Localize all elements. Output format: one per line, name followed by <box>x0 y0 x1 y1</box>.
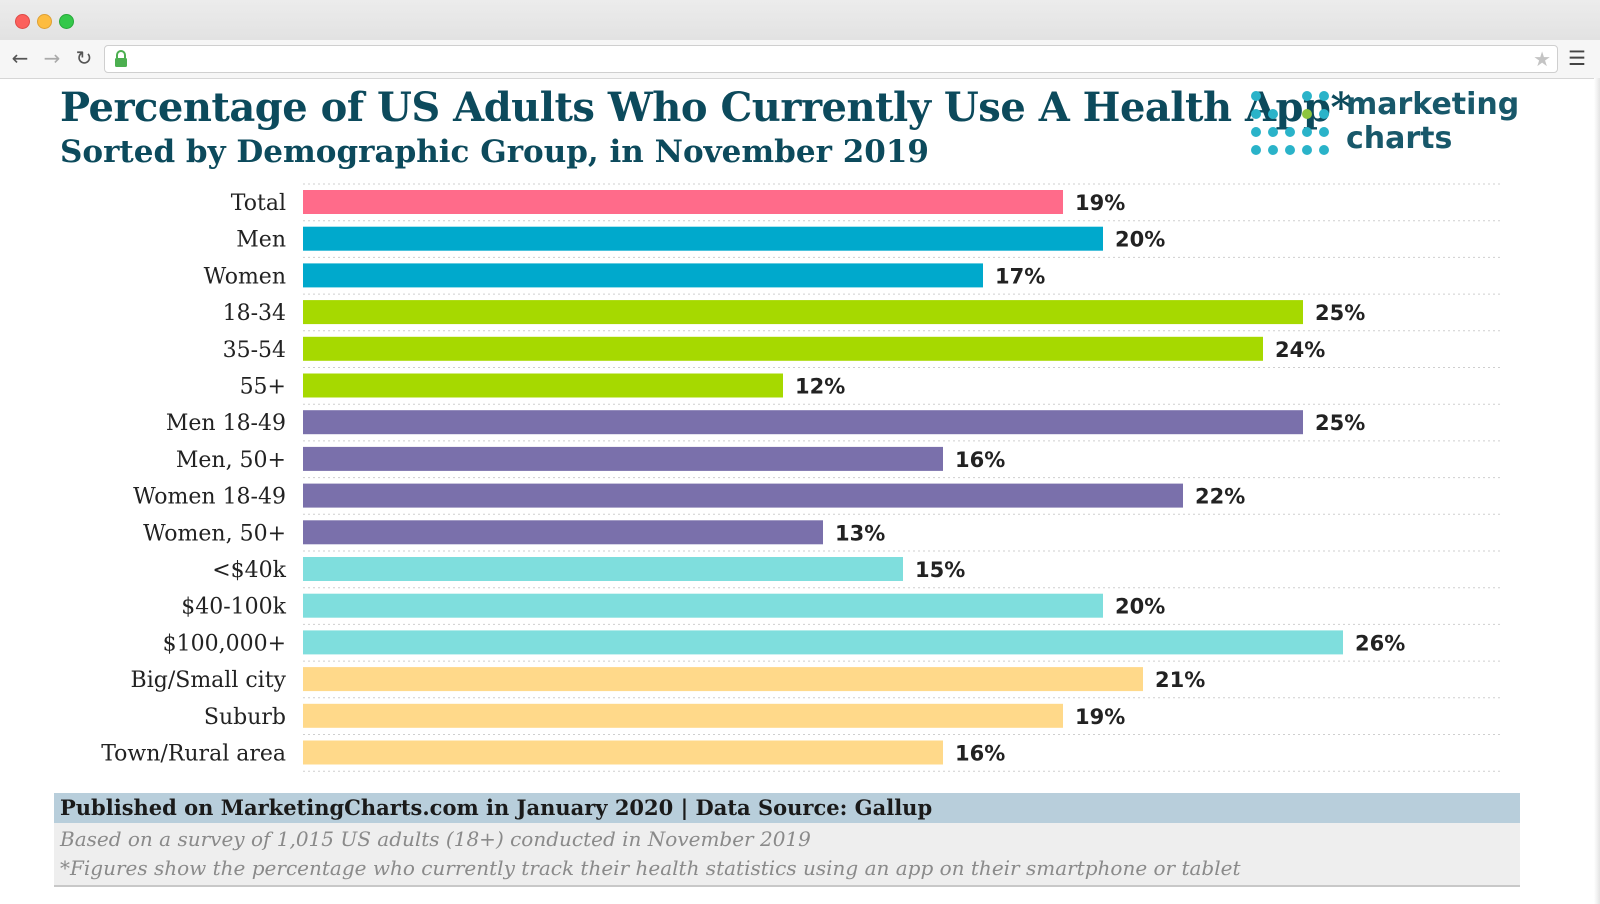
logo-dot <box>1302 145 1312 155</box>
value-label: 15% <box>915 558 965 582</box>
value-label: 21% <box>1155 668 1205 692</box>
category-label: Big/Small city <box>131 668 287 693</box>
category-label: Men 18-49 <box>166 411 286 436</box>
category-label: Women, 50+ <box>143 521 286 546</box>
bar <box>303 520 823 545</box>
value-label: 25% <box>1315 411 1365 435</box>
category-label: $40-100k <box>181 595 286 620</box>
forward-arrow-icon[interactable]: → <box>43 46 61 70</box>
bar <box>303 410 1303 435</box>
value-label: 13% <box>835 521 885 545</box>
category-label: 18-34 <box>223 301 286 326</box>
value-label: 25% <box>1315 301 1365 325</box>
bar <box>303 226 1103 251</box>
logo-dot <box>1285 127 1295 137</box>
bar <box>303 483 1183 508</box>
category-label: Men <box>236 228 286 253</box>
browser-toolbar: ← → ↻ ★ ☰ <box>0 40 1600 79</box>
reload-icon[interactable]: ↻ <box>75 46 93 70</box>
value-label: 20% <box>1115 228 1165 252</box>
bar <box>303 703 1063 728</box>
bar <box>303 667 1143 692</box>
bar <box>303 373 783 398</box>
category-label: Women <box>204 264 286 289</box>
category-label: Total <box>231 191 286 216</box>
footer-published-text: Published on MarketingCharts.com in Janu… <box>60 795 933 820</box>
logo-dot <box>1251 91 1261 101</box>
chart-title: Percentage of US Adults Who Currently Us… <box>60 84 1351 131</box>
hamburger-menu-icon[interactable]: ☰ <box>1568 46 1586 70</box>
logo-dot <box>1319 109 1329 119</box>
address-bar[interactable]: ★ <box>104 45 1558 73</box>
footer-published-band: Published on MarketingCharts.com in Janu… <box>54 793 1520 823</box>
value-label: 16% <box>955 448 1005 472</box>
value-label: 22% <box>1195 485 1245 509</box>
value-label: 19% <box>1075 191 1125 215</box>
value-label: 17% <box>995 264 1045 288</box>
logo-dot <box>1251 109 1261 119</box>
lock-icon <box>115 50 127 67</box>
bar <box>303 446 943 471</box>
logo-dot <box>1268 127 1278 137</box>
marketing-charts-logo: marketing charts <box>1250 88 1520 162</box>
category-label: $100,000+ <box>163 631 286 656</box>
value-label: 24% <box>1275 338 1325 362</box>
figures-note: *Figures show the percentage who current… <box>60 856 1241 880</box>
footer-notes: Based on a survey of 1,015 US adults (18… <box>54 823 1520 887</box>
logo-dot <box>1319 127 1329 137</box>
category-label: Women 18-49 <box>133 485 286 510</box>
value-label: 12% <box>795 375 845 399</box>
category-label: Town/Rural area <box>101 742 286 767</box>
window-titlebar <box>0 0 1600 41</box>
category-label: Suburb <box>204 705 286 730</box>
logo-dot <box>1251 127 1261 137</box>
logo-dot <box>1302 91 1312 101</box>
chart-subtitle: Sorted by Demographic Group, in November… <box>60 134 929 170</box>
back-arrow-icon[interactable]: ← <box>11 46 29 70</box>
logo-dot <box>1319 91 1329 101</box>
bar <box>303 190 1063 214</box>
value-label: 26% <box>1355 631 1405 655</box>
star-icon[interactable]: ★ <box>1533 47 1551 71</box>
close-window-button[interactable] <box>15 14 30 29</box>
logo-dot <box>1319 145 1329 155</box>
minimize-window-button[interactable] <box>37 14 52 29</box>
logo-dot <box>1285 145 1295 155</box>
logo-dot <box>1251 145 1261 155</box>
maximize-window-button[interactable] <box>59 14 74 29</box>
logo-dot <box>1268 145 1278 155</box>
window-edge-shadow <box>1594 78 1600 904</box>
bar <box>303 263 983 288</box>
category-label: 55+ <box>240 375 286 400</box>
logo-dot <box>1268 109 1278 119</box>
value-label: 20% <box>1115 595 1165 619</box>
value-label: 16% <box>955 742 1005 766</box>
bar <box>303 300 1303 325</box>
survey-note: Based on a survey of 1,015 US adults (18… <box>60 827 811 851</box>
bar <box>303 630 1343 655</box>
logo-dot <box>1302 109 1312 119</box>
bar <box>303 336 1263 361</box>
bar <box>303 740 943 765</box>
bar <box>303 593 1103 618</box>
bar-chart: Total Men Women 18-34 35-54 55+ Men 18-49 Men, … <box>101 183 1502 772</box>
category-label: Men, 50+ <box>176 448 286 473</box>
category-label: <$40k <box>212 558 286 583</box>
value-label: 19% <box>1075 705 1125 729</box>
logo-text: marketing charts <box>1346 87 1520 156</box>
category-label: 35-54 <box>223 338 286 363</box>
logo-dot <box>1302 127 1312 137</box>
logo-dots-icon <box>1251 91 1329 155</box>
bar <box>303 557 903 581</box>
